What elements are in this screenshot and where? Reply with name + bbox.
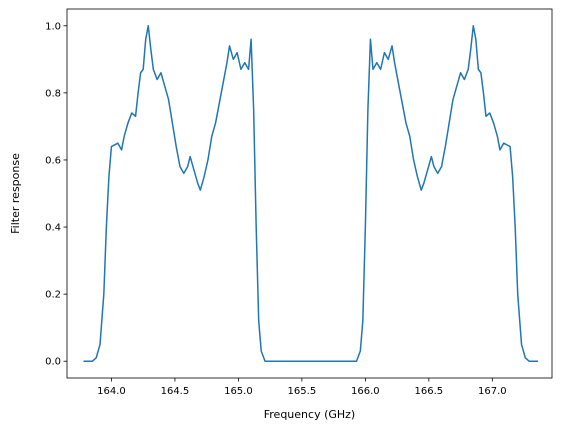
y-tick-label: 0.8 [45,88,61,99]
x-axis-label: Frequency (GHz) [264,408,355,421]
y-axis-label: Filter response [9,153,22,234]
y-tick-label: 1.0 [45,21,61,32]
x-tick-label: 164.5 [161,386,190,397]
line [83,25,539,362]
plot-frame [66,8,553,379]
x-tick-label: 165.5 [288,386,317,397]
x-tick-label: 165.0 [224,386,253,397]
x-tick-label: 166.0 [351,386,380,397]
y-tick-label: 0.2 [45,290,61,301]
y-tick-label: 0.4 [45,223,61,234]
x-tick-label: 164.0 [97,386,126,397]
y-tick-label: 0.0 [45,357,61,368]
x-tick-label: 166.5 [415,386,444,397]
y-tick-label: 0.6 [45,155,61,166]
x-tick-label: 167.0 [478,386,507,397]
